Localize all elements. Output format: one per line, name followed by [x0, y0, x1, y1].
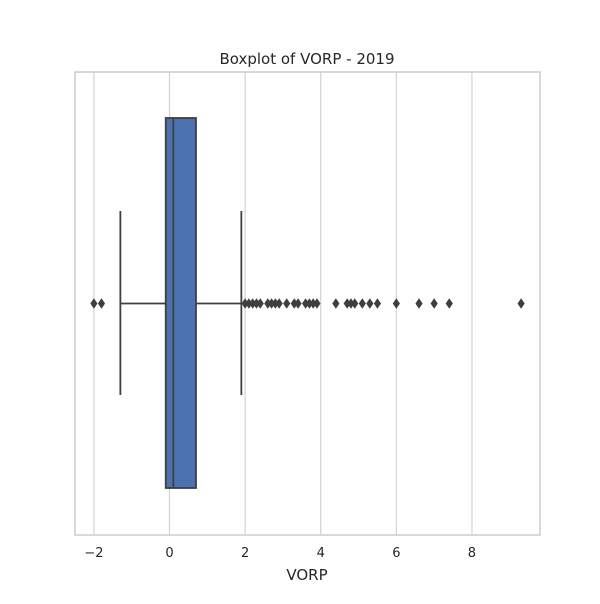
outlier-point — [351, 298, 359, 309]
x-axis-label: VORP — [286, 566, 327, 584]
x-tick-label: 0 — [165, 546, 173, 561]
outlier-point — [283, 298, 291, 309]
outlier-point — [90, 298, 98, 309]
outlier-point — [245, 298, 253, 309]
outlier-point — [252, 298, 261, 309]
outlier-point — [430, 298, 438, 309]
x-tick-label: 6 — [392, 546, 400, 561]
outlier-point — [241, 298, 249, 309]
outlier-point — [309, 298, 317, 309]
outlier-point — [332, 298, 340, 309]
outlier-point — [264, 298, 272, 309]
outlier-point — [275, 298, 283, 309]
outlier-point — [256, 298, 264, 309]
outlier-point — [267, 298, 276, 309]
outlier-point — [290, 298, 298, 309]
outlier-point — [366, 298, 374, 309]
outlier-point — [302, 298, 310, 309]
outlier-point — [373, 298, 382, 309]
outlier-point — [445, 298, 453, 309]
outlier-point — [313, 298, 321, 309]
outlier-point — [415, 298, 423, 309]
outlier-point — [97, 298, 106, 309]
x-tick-label: 8 — [468, 546, 476, 561]
outlier-point — [347, 298, 355, 309]
outlier-point — [517, 298, 525, 309]
outlier-point — [271, 298, 279, 309]
outlier-point — [294, 298, 302, 309]
outlier-point — [392, 298, 400, 309]
plot-frame — [74, 71, 541, 536]
outlier-point — [358, 298, 366, 309]
outlier-point — [305, 298, 313, 309]
x-tick-label: 4 — [317, 546, 325, 561]
x-tick-label: 2 — [241, 546, 249, 561]
outlier-point — [343, 298, 351, 309]
chart-title: Boxplot of VORP - 2019 — [219, 50, 394, 68]
iqr-box — [164, 117, 197, 489]
x-tick-label: −2 — [84, 546, 103, 561]
outlier-point — [249, 298, 257, 309]
